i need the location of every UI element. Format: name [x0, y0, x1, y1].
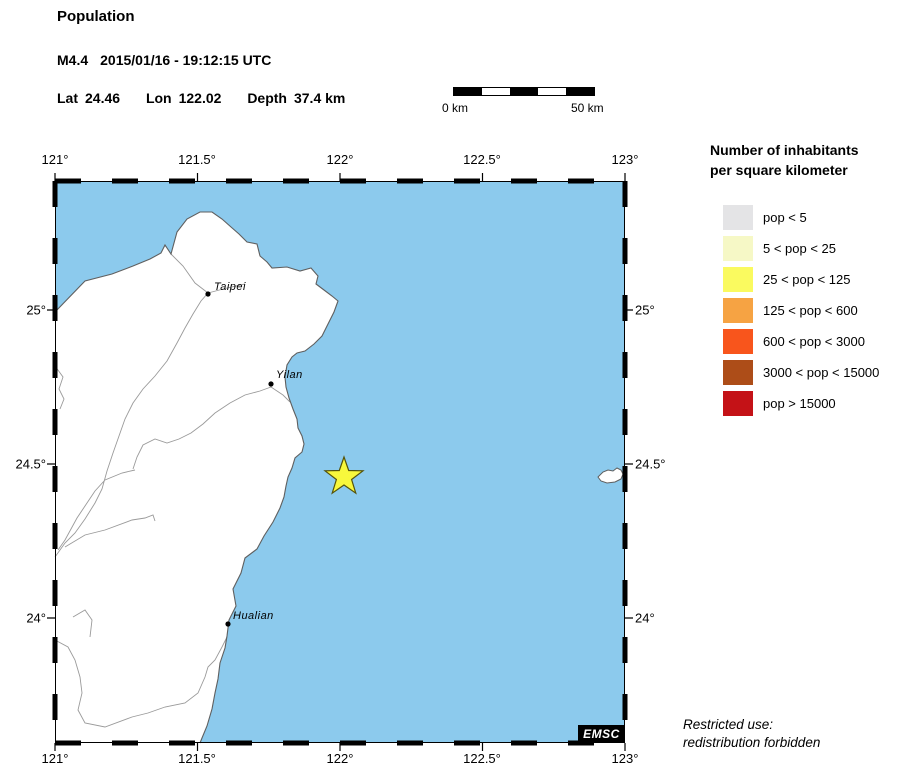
lat-value: 24.46 [85, 90, 121, 106]
axis-label-left: 24° [26, 610, 46, 626]
event-magnitude: M4.4 [57, 52, 89, 68]
axis-label-right: 24.5° [635, 456, 666, 472]
legend-item: 25 < pop < 125 [723, 267, 879, 292]
axis-label-top: 121° [41, 152, 69, 167]
legend-item: 3000 < pop < 15000 [723, 360, 879, 385]
legend-swatch [723, 298, 753, 323]
scale-end-label: 50 km [571, 101, 604, 115]
event-datetime: 2015/01/16 - 19:12:15 UTC [100, 52, 272, 68]
axis-label-bottom: 121° [41, 751, 69, 766]
map [47, 173, 633, 751]
legend-swatch [723, 205, 753, 230]
legend-label: pop > 15000 [763, 396, 836, 411]
lon-label: Lon [145, 90, 172, 106]
emsc-logo: EMSC [578, 725, 625, 743]
scale-bar-segment [566, 88, 594, 95]
scale-bar [453, 87, 595, 96]
legend-label: pop < 5 [763, 210, 807, 225]
legend-item: pop > 15000 [723, 391, 879, 416]
axis-label-top: 122° [326, 152, 354, 167]
axis-label-bottom: 121.5° [178, 751, 216, 766]
legend-swatch [723, 329, 753, 354]
axis-label-bottom: 122.5° [463, 751, 501, 766]
land-area [55, 212, 338, 743]
legend-label: 125 < pop < 600 [763, 303, 858, 318]
depth-value: 37.4 km [293, 90, 346, 106]
epicenter-star-icon [323, 455, 365, 495]
depth-label: Depth [247, 90, 287, 106]
island [597, 467, 624, 484]
legend-title-line2: per square kilometer [710, 162, 848, 178]
legend-label: 25 < pop < 125 [763, 272, 851, 287]
page-title: Population [57, 8, 135, 25]
axis-label-bottom: 123° [611, 751, 639, 766]
axis-label-left: 25° [26, 302, 46, 318]
scale-bar-segment [510, 88, 538, 95]
city-label-yilan: Yilan [276, 369, 303, 381]
axis-label-top: 123° [611, 152, 639, 167]
axis-label-top: 121.5° [178, 152, 216, 167]
legend-swatch [723, 391, 753, 416]
city-dot-yilan [268, 381, 274, 387]
axis-label-bottom: 122° [326, 751, 354, 766]
scale-bar-segment [454, 88, 482, 95]
legend-item: 5 < pop < 25 [723, 236, 879, 261]
scale-start-label: 0 km [442, 101, 469, 115]
river-boundary-lines [54, 253, 291, 728]
legend-title: Number of inhabitants per square kilomet… [710, 140, 859, 180]
legend-swatch [723, 360, 753, 385]
legend-label: 3000 < pop < 15000 [763, 365, 880, 380]
legend: pop < 5 5 < pop < 25 25 < pop < 125 125 … [723, 205, 879, 422]
lon-value: 122.02 [178, 90, 222, 106]
city-label-hualian: Hualian [233, 610, 274, 622]
axis-label-left: 24.5° [15, 456, 46, 472]
axis-label-right: 25° [635, 302, 655, 318]
event-location: Lat 24.46 Lon 122.02 Depth 37.4 km [57, 90, 367, 106]
legend-label: 5 < pop < 25 [763, 241, 837, 256]
restriction-notice: Restricted use: redistribution forbidden [683, 716, 820, 752]
legend-item: pop < 5 [723, 205, 879, 230]
axis-ticks [47, 173, 633, 751]
event-summary: M4.4 2015/01/16 - 19:12:15 UTC [57, 52, 271, 68]
legend-label: 600 < pop < 3000 [763, 334, 865, 349]
restriction-line2: redistribution forbidden [683, 735, 821, 750]
legend-title-line1: Number of inhabitants [710, 142, 859, 158]
legend-swatch [723, 236, 753, 261]
scale-bar-segment [538, 88, 566, 95]
coastline [54, 211, 339, 744]
axis-label-top: 122.5° [463, 152, 501, 167]
legend-item: 125 < pop < 600 [723, 298, 879, 323]
restriction-line1: Restricted use: [683, 717, 774, 732]
city-dot-taipei [205, 291, 211, 297]
scale-bar-segment [482, 88, 510, 95]
city-label-taipei: Taipei [214, 281, 246, 293]
legend-item: 600 < pop < 3000 [723, 329, 879, 354]
city-dot-hualian [225, 621, 231, 627]
legend-swatch [723, 267, 753, 292]
axis-label-right: 24° [635, 610, 655, 626]
lat-label: Lat [57, 90, 78, 106]
